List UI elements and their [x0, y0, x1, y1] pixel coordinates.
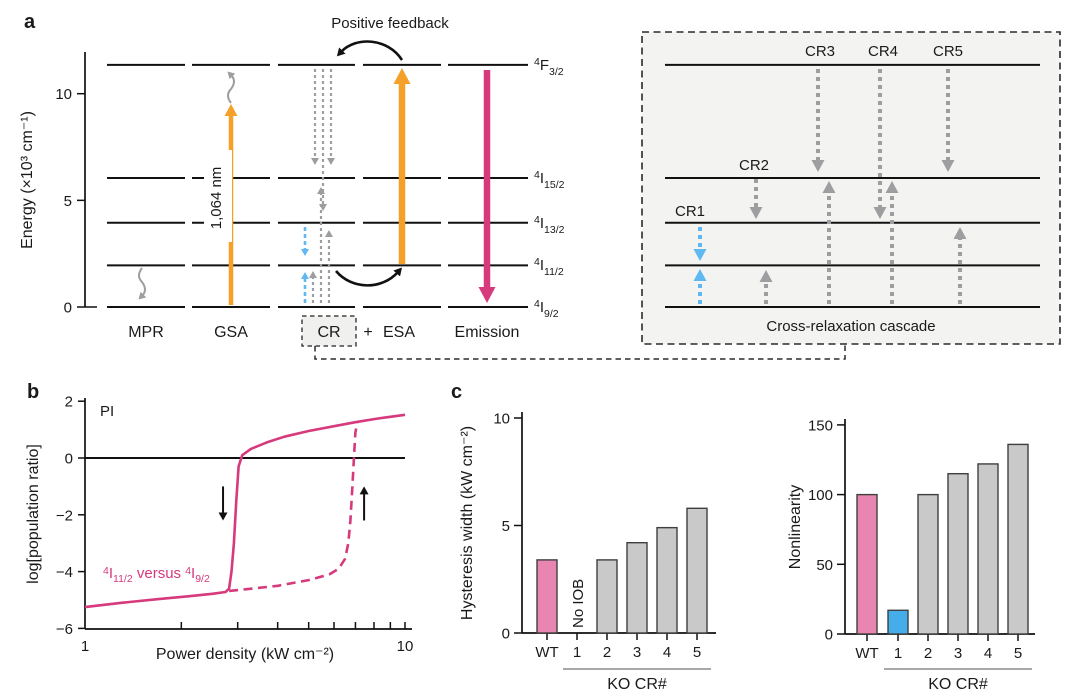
- nonlinearity-category-label: WT: [855, 645, 878, 662]
- nonlinearity-chart: 0 50 100 150 WT 1 2 3 4 5: [808, 417, 1035, 662]
- cross-relaxation-inset: CR1 CR2 CR3 CR4 CR5 Cross-relaxation cas…: [641, 31, 1061, 345]
- panel-b-y-axis-title: log[population ratio]: [25, 444, 42, 584]
- nonlinearity-category-label: 2: [924, 645, 932, 662]
- pump-wavelength-label: 1,064 nm: [208, 167, 225, 230]
- gsa-phonon-squiggle-icon: [227, 71, 236, 104]
- hysteresis-width-bar-5: [686, 507, 708, 634]
- hysteresis-width-chart: 0 5 10 WT 1 2 3 4 5: [493, 411, 716, 661]
- svg-text:4I11/2: 4I11/2: [534, 256, 564, 278]
- pump-label-backing: [204, 150, 232, 242]
- process-mpr-label: MPR: [128, 324, 164, 341]
- panel-b: b 2 0 −2 −4 −6 1 10 PI 4I11/2 versus 4I9/2 Pow…: [25, 381, 413, 663]
- nonlinearity-bar-1: [887, 609, 909, 635]
- hysteresis-width-bar-3: [626, 542, 648, 634]
- nonlinearity-bar-5: [1007, 443, 1029, 635]
- mpr-squiggle-arrow-icon: [138, 267, 147, 300]
- comparison-label: 4I11/2 versus 4I9/2: [103, 565, 210, 585]
- hysteresis-width-category-label: 1: [573, 644, 581, 661]
- nonlinearity-category-label: 3: [954, 645, 962, 662]
- nonlinearity-category-label: 4: [984, 645, 992, 662]
- no-iob-note: No IOB: [570, 579, 587, 628]
- panel-b-x-tick-label: 1: [81, 638, 89, 655]
- panel-b-ticks: 2 0 −2 −4 −6 1 10: [56, 394, 413, 655]
- svg-text:4F3/2: 4F3/2: [534, 56, 564, 78]
- nonlinearity-y-tick-label: 0: [825, 627, 833, 644]
- panel-b-y-tick-label: 2: [65, 394, 73, 411]
- positive-feedback-arrow-icon: [336, 40, 404, 61]
- inset-title: Cross-relaxation cascade: [766, 318, 935, 335]
- nonlinearity-category-label: 5: [1014, 645, 1022, 662]
- positive-feedback-label: Positive feedback: [331, 15, 449, 32]
- nonlinearity-bar-2: [917, 493, 939, 635]
- panel-b-label: b: [27, 381, 39, 403]
- hysteresis-width-category-label: 3: [633, 644, 641, 661]
- process-emission-label: Emission: [455, 324, 520, 341]
- process-gsa-label: GSA: [214, 324, 248, 341]
- energy-level-labels: 4F3/2 4I15/2 4I13/2 4I11/2 4I9/2: [534, 56, 565, 320]
- panel-b-curves: [84, 413, 406, 609]
- energy-axis-ticks: 0 5 10: [55, 86, 85, 317]
- hysteresis-width-axis-title: Hysteresis width (kW cm⁻²): [459, 426, 476, 620]
- energy-axis-tick-label: 10: [55, 86, 72, 103]
- panel-a: a 0 5 10 Energy (×10³ cm⁻¹) 1,064 nm Posit…: [19, 11, 1061, 360]
- panel-b-y-tick-label: −4: [56, 564, 73, 581]
- hysteresis-width-category-label: 2: [603, 644, 611, 661]
- cr3-label: CR3: [805, 43, 835, 60]
- ko-group-label-left: KO CR#: [607, 676, 667, 693]
- energy-axis-tick-label: 0: [64, 300, 72, 317]
- hysteresis-width-y-tick-label: 10: [493, 411, 510, 428]
- nonlinearity-bar-WT: [856, 493, 878, 635]
- nonlinearity-category-label: 1: [894, 645, 902, 662]
- increasing-power-sweep-curve: [228, 421, 359, 593]
- nonlinearity-y-tick-label: 50: [816, 557, 833, 574]
- svg-text:4I15/2: 4I15/2: [534, 169, 565, 191]
- hysteresis-width-category-label: 4: [663, 644, 671, 661]
- energy-levels-inset: [665, 63, 1040, 308]
- svg-text:4I9/2: 4I9/2: [534, 298, 559, 320]
- nonlinearity-axis-title: Nonlinearity: [787, 485, 804, 569]
- panel-b-sweep-arrows: [218, 486, 369, 521]
- nonlinearity-y-tick-label: 100: [808, 487, 833, 504]
- cr4-label: CR4: [868, 43, 898, 60]
- cr1-label: CR1: [675, 203, 705, 220]
- ko-group-label-right: KO CR#: [928, 676, 988, 693]
- panel-b-y-tick-label: −6: [56, 621, 73, 638]
- process-esa-label: ESA: [383, 324, 415, 341]
- panel-b-y-tick-label: 0: [65, 451, 73, 468]
- nonlinearity-bar-4: [977, 463, 999, 635]
- inset-border: [641, 31, 1061, 345]
- hysteresis-width-category-label: 5: [693, 644, 701, 661]
- energy-axis-tick-label: 5: [64, 193, 72, 210]
- panel-a-label: a: [24, 11, 36, 33]
- hysteresis-width-bar-4: [656, 526, 678, 634]
- panel-b-x-axis-title: Power density (kW cm⁻²): [156, 646, 334, 663]
- hysteresis-width-bar-2: [596, 559, 618, 634]
- cr5-label: CR5: [933, 43, 963, 60]
- nonlinearity-bar-3: [947, 472, 969, 635]
- cr2-label: CR2: [739, 157, 769, 174]
- process-plus-label: +: [363, 324, 372, 341]
- svg-text:4I13/2: 4I13/2: [534, 214, 565, 236]
- panel-c-label: c: [451, 381, 462, 403]
- panel-b-x-tick-label: 10: [397, 638, 414, 655]
- hysteresis-width-bar-WT: [536, 559, 558, 634]
- cr-inset-connector: [314, 345, 846, 360]
- cr-to-esa-arrow-icon: [335, 267, 402, 287]
- energy-levels-main: [107, 63, 528, 308]
- hysteresis-width-y-tick-label: 5: [502, 518, 510, 535]
- hysteresis-width-y-tick-label: 0: [502, 626, 510, 643]
- nonlinearity-y-tick-label: 150: [808, 417, 833, 434]
- cr-dashed-box: [301, 315, 357, 347]
- energy-axis-title: Energy (×10³ cm⁻¹): [19, 111, 36, 249]
- pi-label: PI: [100, 403, 114, 420]
- decreasing-power-sweep-curve: [84, 413, 406, 609]
- panel-b-y-tick-label: −2: [56, 507, 73, 524]
- process-cr-label: CR: [317, 324, 340, 341]
- hysteresis-width-category-label: WT: [535, 644, 558, 661]
